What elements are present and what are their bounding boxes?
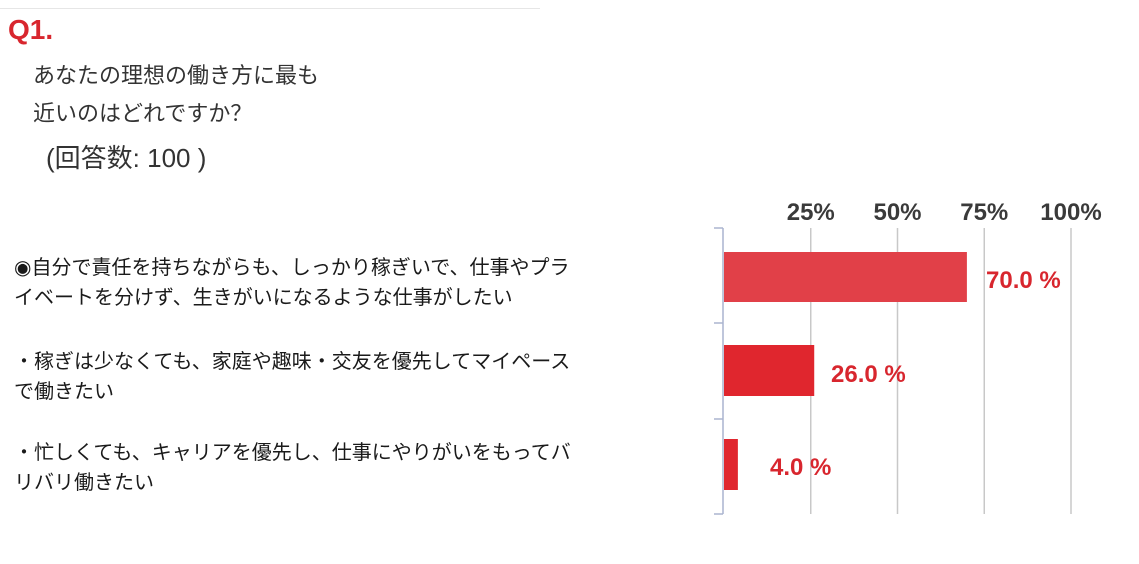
bar-3 [724,439,738,490]
top-divider [0,0,540,9]
category-label-3-line-1: ・忙しくても、キャリアを優先し、仕事にやりがいをもってバ [14,440,571,464]
value-label-1: 70.0 % [986,267,1061,294]
question-text: あなたの理想の働き方に最も 近いのはどれですか？ [33,58,319,134]
category-label-2: ・稼ぎは少なくても、家庭や趣味・交友を優先してマイペース で働きたい [14,346,704,406]
value-label-3: 4.0 % [770,454,831,481]
tick-label-75: 75% [960,199,1008,226]
question-text-line-1: あなたの理想の働き方に最も [33,64,320,89]
value-label-2: 26.0 % [831,361,906,388]
question-number: Q1. [8,14,54,45]
category-label-1-line-1: ◉自分で責任を持ちながらも、しっかり稼ぎいで、仕事やプラ [14,255,570,279]
category-label-2-line-2: で働きたい [14,379,114,403]
tick-label-100: 100% [1040,199,1101,226]
category-label-3-line-2: リバリ働きたい [14,470,154,494]
category-label-1-line-2: イベートを分けず、生きがいになるような仕事がしたい [14,285,513,309]
category-label-1: ◉自分で責任を持ちながらも、しっかり稼ぎいで、仕事やプラ イベートを分けず、生き… [14,252,704,312]
bar-2 [724,345,815,396]
bar-1 [724,252,967,302]
question-text-line-2: 近いのはどれですか？ [33,102,253,127]
category-label-3: ・忙しくても、キャリアを優先し、仕事にやりがいをもってバ リバリ働きたい [14,437,704,497]
category-label-2-line-1: ・稼ぎは少なくても、家庭や趣味・交友を優先してマイペース [14,349,571,373]
tick-label-25: 25% [787,199,835,226]
response-count: (回答数: 100 ) [46,143,207,173]
tick-label-50: 50% [873,199,921,226]
